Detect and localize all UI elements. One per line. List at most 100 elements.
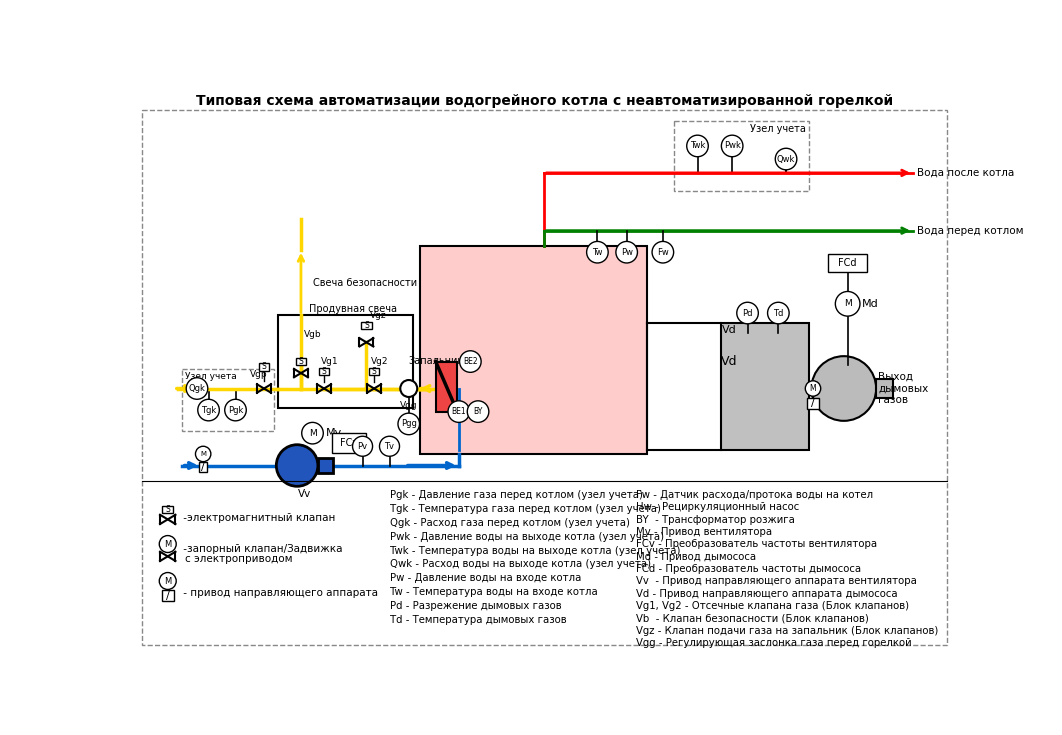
Circle shape (652, 241, 673, 263)
Text: Tw: Tw (593, 248, 602, 257)
Text: Вода перед котлом: Вода перед котлом (917, 226, 1024, 236)
Circle shape (198, 399, 220, 421)
Circle shape (379, 437, 399, 456)
Text: S: S (322, 367, 326, 376)
Circle shape (836, 292, 860, 316)
Text: Twk: Twk (690, 141, 705, 151)
Text: Vv  - Привод направляющего аппарата вентилятора: Vv - Привод направляющего аппарата венти… (636, 576, 917, 587)
Text: Pw: Pw (620, 248, 633, 257)
Circle shape (225, 399, 246, 421)
Text: Вода после котла: Вода после котла (917, 168, 1014, 178)
Text: Свеча безопасности: Свеча безопасности (312, 278, 416, 288)
Text: Pd: Pd (742, 309, 753, 318)
Text: Vg2: Vg2 (371, 357, 389, 366)
Text: Выход
дымовых
газов: Выход дымовых газов (878, 372, 928, 405)
Text: Vgg: Vgg (400, 401, 417, 410)
Text: Td: Td (773, 309, 784, 318)
Text: Qwk: Qwk (777, 154, 795, 164)
Bar (318, 458, 333, 473)
Bar (876, 379, 893, 398)
Text: BE2: BE2 (463, 357, 478, 366)
Text: BY: BY (474, 407, 483, 416)
Text: Vgp: Vgp (251, 370, 268, 379)
Circle shape (302, 423, 323, 444)
Circle shape (775, 148, 796, 170)
Text: Qgk - Расход газа перед котлом (узел учета): Qgk - Расход газа перед котлом (узел уче… (390, 518, 630, 528)
Text: M: M (309, 429, 316, 437)
Bar (807, 398, 819, 409)
Text: Vd: Vd (722, 326, 737, 335)
Circle shape (616, 241, 637, 263)
Bar (162, 506, 173, 513)
Text: S: S (372, 367, 377, 376)
Text: Twk - Температура воды на выходе котла (узел учета): Twk - Температура воды на выходе котла (… (390, 545, 680, 556)
Text: Vg1: Vg1 (321, 357, 339, 366)
Bar (295, 358, 306, 365)
Circle shape (159, 536, 176, 553)
Text: FCd - Преобразователь частоты дымососа: FCd - Преобразователь частоты дымососа (636, 564, 861, 574)
Text: Md: Md (862, 299, 879, 309)
Text: Mv - Привод вентилятора: Mv - Привод вентилятора (636, 527, 772, 537)
Text: M: M (165, 539, 171, 548)
Text: M: M (165, 576, 171, 586)
Bar (435, 362, 458, 412)
Text: Qwk - Расход воды на выходе котла (узел учета): Qwk - Расход воды на выходе котла (узел … (390, 559, 651, 570)
Text: Pd - Разрежение дымовых газов: Pd - Разрежение дымовых газов (390, 601, 561, 611)
Circle shape (276, 445, 318, 487)
Text: Tw - Температура воды на входе котла: Tw - Температура воды на входе котла (390, 587, 597, 597)
Text: Tv: Tv (384, 442, 394, 451)
Circle shape (186, 378, 208, 399)
Bar (421, 246, 648, 454)
Bar (200, 462, 207, 473)
Text: S: S (298, 357, 304, 366)
Text: FCv - Преобразователь частоты вентилятора: FCv - Преобразователь частоты вентилятор… (636, 539, 877, 550)
Text: S: S (261, 362, 267, 371)
Circle shape (400, 380, 417, 397)
Text: Узел учета: Узел учета (185, 373, 237, 381)
Text: Vgz - Клапан подачи газа на запальник (Блок клапанов): Vgz - Клапан подачи газа на запальник (Б… (636, 625, 939, 636)
Circle shape (687, 135, 708, 157)
Text: S: S (364, 321, 369, 330)
Text: с электроприводом: с электроприводом (186, 554, 293, 564)
Circle shape (195, 446, 211, 462)
Text: Продувная свеча: Продувная свеча (309, 304, 396, 314)
Text: FCd: FCd (838, 258, 857, 268)
Circle shape (353, 437, 373, 456)
Text: -электромагнитный клапан: -электромагнитный клапан (181, 513, 336, 523)
Text: M: M (200, 451, 206, 457)
Text: M: M (844, 299, 852, 308)
Circle shape (586, 241, 609, 263)
Text: Hw - Рециркуляционный насос: Hw - Рециркуляционный насос (636, 503, 799, 512)
Text: FCv: FCv (340, 438, 358, 448)
Circle shape (398, 413, 419, 434)
Text: Vb  - Клапан безопасности (Блок клапанов): Vb - Клапан безопасности (Блок клапанов) (636, 613, 869, 623)
Text: Pwk - Давление воды на выходе котла (узел учета): Pwk - Давление воды на выходе котла (узе… (390, 531, 664, 542)
Circle shape (721, 135, 743, 157)
Text: Vd: Vd (721, 355, 737, 368)
Text: Md - Привод дымососа: Md - Привод дымососа (636, 552, 756, 562)
Bar (319, 368, 329, 376)
Text: /: / (811, 398, 815, 408)
Text: - привод направляющего аппарата: - привод направляющего аппарата (181, 587, 378, 598)
Text: -запорный клапан/Задвижка: -запорный клапан/Задвижка (181, 544, 343, 553)
Text: Pgk - Давление газа перед котлом (узел учета): Pgk - Давление газа перед котлом (узел у… (390, 490, 643, 501)
Text: Vd - Привод направляющего аппарата дымососа: Vd - Привод направляющего аппарата дымос… (636, 589, 897, 599)
Text: Запальник: Запальник (409, 356, 464, 366)
Text: Pgg: Pgg (400, 420, 416, 429)
Text: Pwk: Pwk (723, 141, 740, 151)
Bar (361, 321, 372, 329)
Bar (828, 254, 867, 272)
Text: Типовая схема автоматизации водогрейного котла с неавтоматизированной горелкой: Типовая схема автоматизации водогрейного… (195, 93, 893, 107)
Circle shape (768, 302, 789, 324)
Circle shape (448, 401, 469, 423)
Text: Fw - Датчик расхода/протока воды на котел: Fw - Датчик расхода/протока воды на коте… (636, 490, 873, 501)
Text: Td - Температура дымовых газов: Td - Температура дымовых газов (390, 615, 566, 625)
Text: Узел учета: Узел учета (750, 123, 806, 134)
Text: Vv: Vv (298, 489, 311, 499)
Bar (161, 590, 174, 601)
Bar (369, 368, 379, 376)
Bar (674, 121, 809, 191)
Text: BY  - Трансформатор розжига: BY - Трансформатор розжига (636, 514, 794, 525)
Circle shape (811, 356, 876, 421)
Text: Tgk - Температура газа перед котлом (узел учета): Tgk - Температура газа перед котлом (узе… (390, 504, 661, 514)
